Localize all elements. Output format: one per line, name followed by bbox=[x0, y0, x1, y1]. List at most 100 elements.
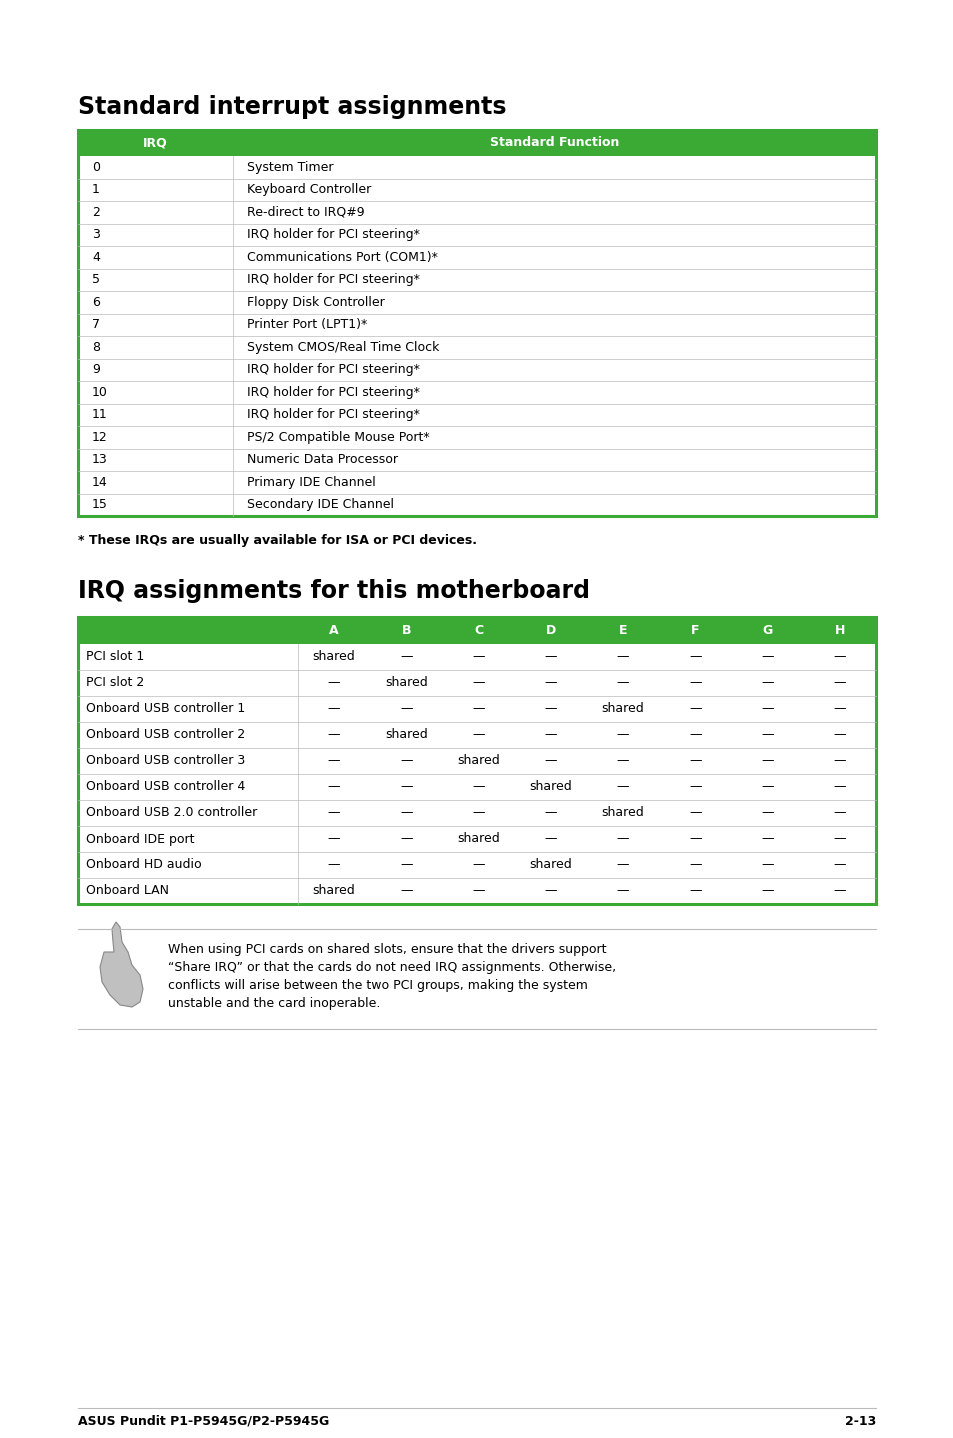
Text: Onboard USB 2.0 controller: Onboard USB 2.0 controller bbox=[86, 807, 257, 820]
Text: —: — bbox=[760, 833, 773, 846]
Text: Onboard LAN: Onboard LAN bbox=[86, 884, 169, 897]
Text: Onboard IDE port: Onboard IDE port bbox=[86, 833, 194, 846]
Text: 14: 14 bbox=[91, 476, 108, 489]
Text: Floppy Disk Controller: Floppy Disk Controller bbox=[247, 296, 384, 309]
Text: —: — bbox=[688, 703, 700, 716]
Text: 12: 12 bbox=[91, 431, 108, 444]
Text: —: — bbox=[833, 703, 845, 716]
Bar bbox=[78, 129, 875, 155]
Text: Onboard USB controller 2: Onboard USB controller 2 bbox=[86, 729, 245, 742]
Text: 6: 6 bbox=[91, 296, 100, 309]
Text: —: — bbox=[328, 755, 340, 768]
Text: Onboard USB controller 4: Onboard USB controller 4 bbox=[86, 781, 245, 794]
Text: —: — bbox=[544, 676, 557, 689]
Text: IRQ holder for PCI steering*: IRQ holder for PCI steering* bbox=[247, 364, 419, 377]
Text: shared: shared bbox=[313, 650, 355, 663]
Text: —: — bbox=[399, 833, 413, 846]
Text: Onboard USB controller 1: Onboard USB controller 1 bbox=[86, 703, 245, 716]
Text: —: — bbox=[399, 884, 413, 897]
Text: G: G bbox=[761, 624, 772, 637]
Text: —: — bbox=[760, 703, 773, 716]
Text: —: — bbox=[688, 807, 700, 820]
Text: —: — bbox=[472, 703, 484, 716]
Text: shared: shared bbox=[313, 884, 355, 897]
Text: —: — bbox=[544, 650, 557, 663]
Text: * These IRQs are usually available for ISA or PCI devices.: * These IRQs are usually available for I… bbox=[78, 533, 476, 546]
Text: —: — bbox=[472, 807, 484, 820]
Text: Keyboard Controller: Keyboard Controller bbox=[247, 183, 371, 196]
Text: —: — bbox=[617, 676, 629, 689]
Text: IRQ holder for PCI steering*: IRQ holder for PCI steering* bbox=[247, 229, 419, 242]
Text: —: — bbox=[544, 729, 557, 742]
Text: —: — bbox=[544, 807, 557, 820]
Text: shared: shared bbox=[601, 703, 644, 716]
Text: —: — bbox=[399, 807, 413, 820]
Text: —: — bbox=[833, 781, 845, 794]
Text: D: D bbox=[545, 624, 556, 637]
Text: 11: 11 bbox=[91, 408, 108, 421]
Text: 1: 1 bbox=[91, 183, 100, 196]
Text: —: — bbox=[617, 833, 629, 846]
Text: H: H bbox=[834, 624, 844, 637]
Text: —: — bbox=[472, 729, 484, 742]
Text: C: C bbox=[474, 624, 482, 637]
Text: IRQ: IRQ bbox=[143, 137, 168, 150]
Text: —: — bbox=[328, 781, 340, 794]
Text: 0: 0 bbox=[91, 161, 100, 174]
Text: ASUS Pundit P1-P5945G/P2-P5945G: ASUS Pundit P1-P5945G/P2-P5945G bbox=[78, 1415, 329, 1428]
Text: IRQ assignments for this motherboard: IRQ assignments for this motherboard bbox=[78, 580, 589, 603]
Text: —: — bbox=[544, 755, 557, 768]
Text: —: — bbox=[472, 858, 484, 871]
Text: —: — bbox=[688, 858, 700, 871]
Text: —: — bbox=[760, 755, 773, 768]
Bar bbox=[78, 129, 875, 516]
Text: —: — bbox=[399, 755, 413, 768]
Text: —: — bbox=[328, 729, 340, 742]
Text: —: — bbox=[544, 884, 557, 897]
Bar bbox=[78, 617, 875, 905]
Text: —: — bbox=[472, 650, 484, 663]
Text: 13: 13 bbox=[91, 453, 108, 466]
Text: 15: 15 bbox=[91, 498, 108, 512]
Text: —: — bbox=[760, 729, 773, 742]
Text: —: — bbox=[472, 884, 484, 897]
Text: —: — bbox=[399, 781, 413, 794]
Text: —: — bbox=[760, 884, 773, 897]
Text: 2: 2 bbox=[91, 206, 100, 219]
Text: IRQ holder for PCI steering*: IRQ holder for PCI steering* bbox=[247, 385, 419, 398]
Text: System Timer: System Timer bbox=[247, 161, 334, 174]
Text: —: — bbox=[617, 729, 629, 742]
Text: —: — bbox=[688, 884, 700, 897]
Text: —: — bbox=[833, 884, 845, 897]
Text: Primary IDE Channel: Primary IDE Channel bbox=[247, 476, 375, 489]
Text: —: — bbox=[688, 781, 700, 794]
Text: —: — bbox=[328, 858, 340, 871]
Text: —: — bbox=[833, 650, 845, 663]
Text: —: — bbox=[833, 755, 845, 768]
Text: —: — bbox=[760, 650, 773, 663]
Text: Onboard USB controller 3: Onboard USB controller 3 bbox=[86, 755, 245, 768]
Text: conflicts will arise between the two PCI groups, making the system: conflicts will arise between the two PCI… bbox=[168, 979, 587, 992]
Text: shared: shared bbox=[385, 729, 427, 742]
Text: —: — bbox=[399, 703, 413, 716]
Text: —: — bbox=[328, 807, 340, 820]
Text: —: — bbox=[544, 703, 557, 716]
Text: shared: shared bbox=[529, 781, 572, 794]
Text: System CMOS/Real Time Clock: System CMOS/Real Time Clock bbox=[247, 341, 439, 354]
Text: Printer Port (LPT1)*: Printer Port (LPT1)* bbox=[247, 318, 367, 331]
Text: unstable and the card inoperable.: unstable and the card inoperable. bbox=[168, 997, 380, 1009]
Text: —: — bbox=[328, 833, 340, 846]
Text: Re-direct to IRQ#9: Re-direct to IRQ#9 bbox=[247, 206, 364, 219]
Text: —: — bbox=[617, 858, 629, 871]
Text: shared: shared bbox=[385, 676, 427, 689]
Text: —: — bbox=[688, 650, 700, 663]
Text: “Share IRQ” or that the cards do not need IRQ assignments. Otherwise,: “Share IRQ” or that the cards do not nee… bbox=[168, 961, 616, 974]
Text: shared: shared bbox=[601, 807, 644, 820]
Text: Secondary IDE Channel: Secondary IDE Channel bbox=[247, 498, 394, 512]
Text: IRQ holder for PCI steering*: IRQ holder for PCI steering* bbox=[247, 408, 419, 421]
Text: PCI slot 2: PCI slot 2 bbox=[86, 676, 144, 689]
Text: IRQ holder for PCI steering*: IRQ holder for PCI steering* bbox=[247, 273, 419, 286]
Text: —: — bbox=[617, 781, 629, 794]
Text: 2-13: 2-13 bbox=[843, 1415, 875, 1428]
Text: —: — bbox=[688, 833, 700, 846]
